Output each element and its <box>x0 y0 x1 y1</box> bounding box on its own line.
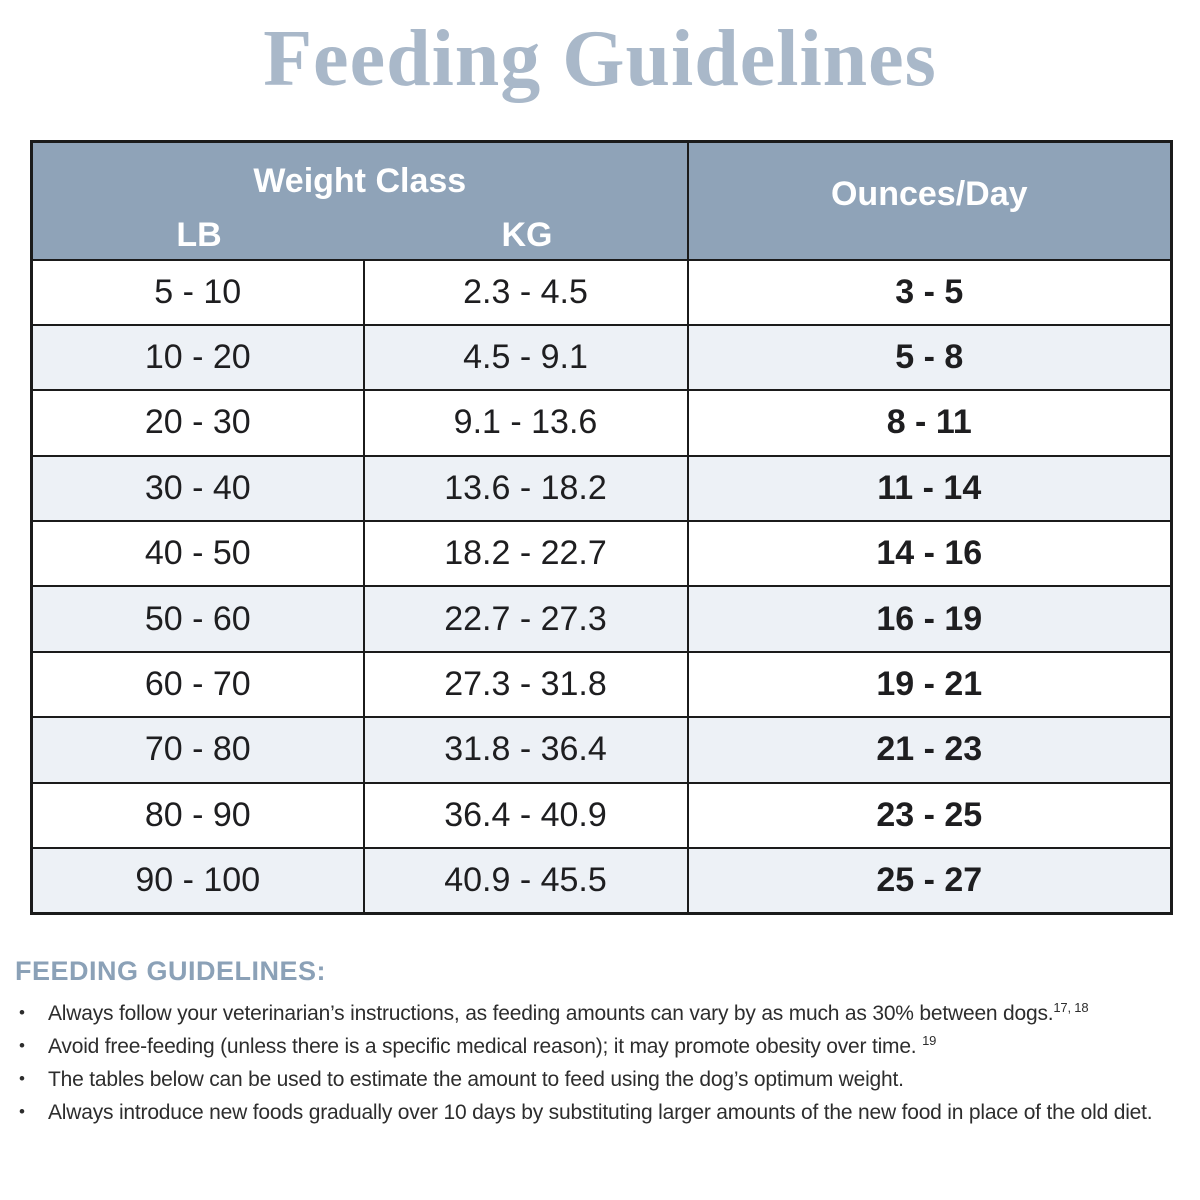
kg-cell: 13.6 - 18.2 <box>362 454 689 523</box>
kg-cell: 27.3 - 31.8 <box>362 650 689 719</box>
list-item: • Always follow your veterinarian’s instr… <box>15 997 1195 1030</box>
oz-cell: 16 - 19 <box>686 585 1173 653</box>
lb-column-label: LB <box>176 216 222 254</box>
kg-cell: 22.7 - 27.3 <box>362 585 689 653</box>
kg-cell: 4.5 - 9.1 <box>362 323 689 392</box>
kg-cell: 2.3 - 4.5 <box>362 258 689 326</box>
bullet-text: Always introduce new foods gradually ove… <box>48 1101 1153 1124</box>
bullet-icon: • <box>19 1036 25 1055</box>
table-row: 90 - 100 40.9 - 45.5 25 - 27 <box>30 847 1173 915</box>
list-item: • Always introduce new foods gradually ov… <box>15 1096 1195 1129</box>
table-row: 60 - 70 27.3 - 31.8 19 - 21 <box>30 650 1173 719</box>
kg-cell: 40.9 - 45.5 <box>362 847 689 915</box>
bullet-icon: • <box>19 1003 25 1022</box>
bullet-icon: • <box>19 1069 25 1088</box>
page-title: Feeding Guidelines <box>263 15 937 103</box>
notes-list: • Always follow your veterinarian’s instr… <box>15 997 1195 1129</box>
lb-cell: 30 - 40 <box>30 454 365 523</box>
footnote-ref: 19 <box>922 1033 937 1048</box>
header-row: Weight Class LB KG Ounces/Day <box>30 140 1173 261</box>
table-row: 10 - 20 4.5 - 9.1 5 - 8 <box>30 323 1173 392</box>
table-row: 50 - 60 22.7 - 27.3 16 - 19 <box>30 585 1173 653</box>
table-header: Weight Class LB KG Ounces/Day <box>30 140 1173 261</box>
list-item: • Avoid free-feeding (unless there is a s… <box>15 1030 1195 1063</box>
oz-cell: 23 - 25 <box>686 781 1173 850</box>
weight-class-label: Weight Class <box>253 162 467 200</box>
feeding-guidelines-table: Weight Class LB KG Ounces/Day 5 - 10 2.3… <box>30 140 1173 915</box>
ounces-per-day-header: Ounces/Day <box>686 140 1173 261</box>
table-row: 70 - 80 31.8 - 36.4 21 - 23 <box>30 716 1173 784</box>
footnote-ref: 17, 18 <box>1053 1000 1089 1015</box>
table-row: 20 - 30 9.1 - 13.6 8 - 11 <box>30 389 1173 457</box>
oz-cell: 5 - 8 <box>686 323 1173 392</box>
kg-cell: 36.4 - 40.9 <box>362 781 689 850</box>
lb-cell: 10 - 20 <box>30 323 365 392</box>
oz-cell: 25 - 27 <box>686 847 1173 915</box>
list-item: • The tables below can be used to estimat… <box>15 1063 1195 1096</box>
table-row: 80 - 90 36.4 - 40.9 23 - 25 <box>30 781 1173 850</box>
lb-cell: 50 - 60 <box>30 585 365 653</box>
lb-cell: 70 - 80 <box>30 716 365 784</box>
kg-cell: 31.8 - 36.4 <box>362 716 689 784</box>
table-row: 40 - 50 18.2 - 22.7 14 - 16 <box>30 520 1173 588</box>
lb-cell: 20 - 30 <box>30 389 365 457</box>
table-row: 5 - 10 2.3 - 4.5 3 - 5 <box>30 258 1173 326</box>
bullet-icon: • <box>19 1102 25 1121</box>
oz-cell: 19 - 21 <box>686 650 1173 719</box>
kg-cell: 9.1 - 13.6 <box>362 389 689 457</box>
oz-cell: 3 - 5 <box>686 258 1173 326</box>
lb-cell: 60 - 70 <box>30 650 365 719</box>
lb-cell: 5 - 10 <box>30 258 365 326</box>
kg-cell: 18.2 - 22.7 <box>362 520 689 588</box>
lb-cell: 80 - 90 <box>30 781 365 850</box>
lb-cell: 40 - 50 <box>30 520 365 588</box>
lb-cell: 90 - 100 <box>30 847 365 915</box>
bullet-text: Avoid free-feeding (unless there is a sp… <box>48 1035 923 1058</box>
weight-class-header: Weight Class LB KG <box>30 140 689 261</box>
kg-column-label: KG <box>501 216 553 254</box>
oz-cell: 11 - 14 <box>686 454 1173 523</box>
oz-cell: 21 - 23 <box>686 716 1173 784</box>
bullet-text: Always follow your veterinarian’s instru… <box>48 1002 1054 1025</box>
notes-heading: FEEDING GUIDELINES: <box>15 956 327 986</box>
table-row: 30 - 40 13.6 - 18.2 11 - 14 <box>30 454 1173 523</box>
oz-cell: 14 - 16 <box>686 520 1173 588</box>
unit-labels: LB KG <box>33 214 687 256</box>
bullet-text: The tables below can be used to estimate… <box>48 1068 904 1091</box>
table-body: 5 - 10 2.3 - 4.5 3 - 5 10 - 20 4.5 - 9.1… <box>30 258 1173 915</box>
oz-cell: 8 - 11 <box>686 389 1173 457</box>
